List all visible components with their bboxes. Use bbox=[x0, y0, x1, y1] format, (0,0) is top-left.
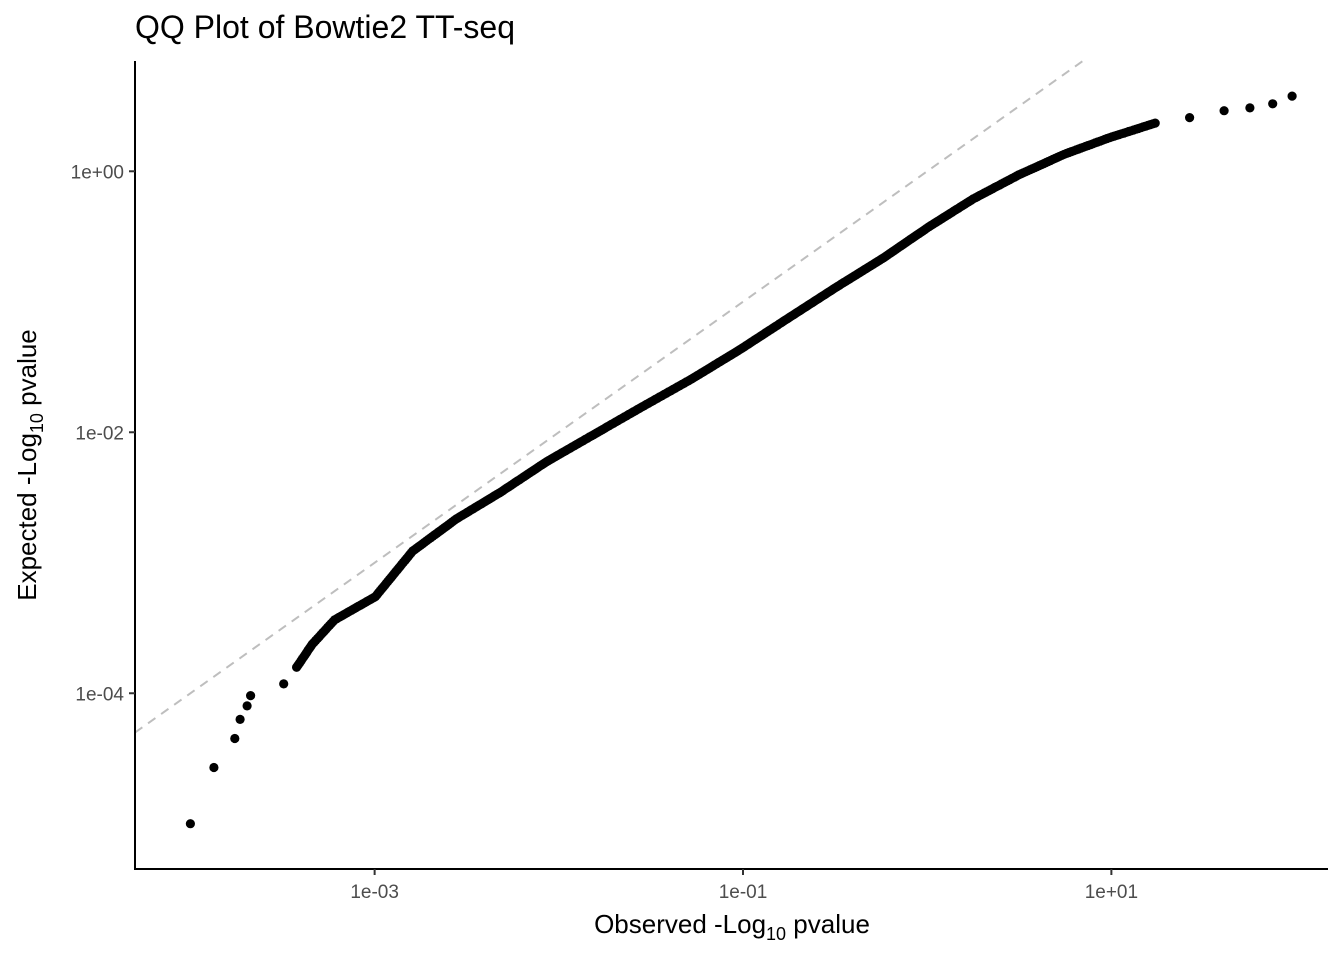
data-point bbox=[209, 762, 219, 773]
data-point bbox=[1287, 91, 1297, 101]
y-tick-label: 1e+00 bbox=[71, 162, 124, 183]
x-tick-label: 1e-01 bbox=[719, 882, 768, 903]
data-point bbox=[242, 701, 252, 711]
data-point bbox=[235, 714, 245, 725]
reference-line bbox=[134, 60, 1084, 734]
chart-title: QQ Plot of Bowtie2 TT-seq bbox=[135, 9, 515, 45]
y-axis-ticks: 1e-04 1e-02 1e+00 bbox=[71, 162, 135, 705]
data-point bbox=[1245, 103, 1255, 113]
data-point bbox=[1268, 99, 1278, 109]
data-point bbox=[1150, 118, 1160, 128]
x-tick-label: 1e-03 bbox=[350, 882, 399, 903]
x-axis-ticks: 1e-03 1e-01 1e+01 bbox=[350, 869, 1138, 903]
data-point bbox=[1185, 113, 1195, 123]
data-point bbox=[246, 691, 256, 701]
data-points bbox=[185, 91, 1297, 829]
data-point bbox=[1219, 106, 1229, 116]
x-axis-label: Observed -Log10 pvalue bbox=[594, 909, 870, 944]
data-point bbox=[185, 819, 195, 829]
data-point bbox=[230, 733, 240, 744]
data-point bbox=[279, 679, 289, 689]
y-tick-label: 1e-02 bbox=[75, 423, 124, 444]
x-tick-label: 1e+01 bbox=[1085, 882, 1138, 903]
y-tick-label: 1e-04 bbox=[75, 684, 124, 705]
y-axis-label: Expected -Log10 pvalue bbox=[12, 329, 47, 601]
